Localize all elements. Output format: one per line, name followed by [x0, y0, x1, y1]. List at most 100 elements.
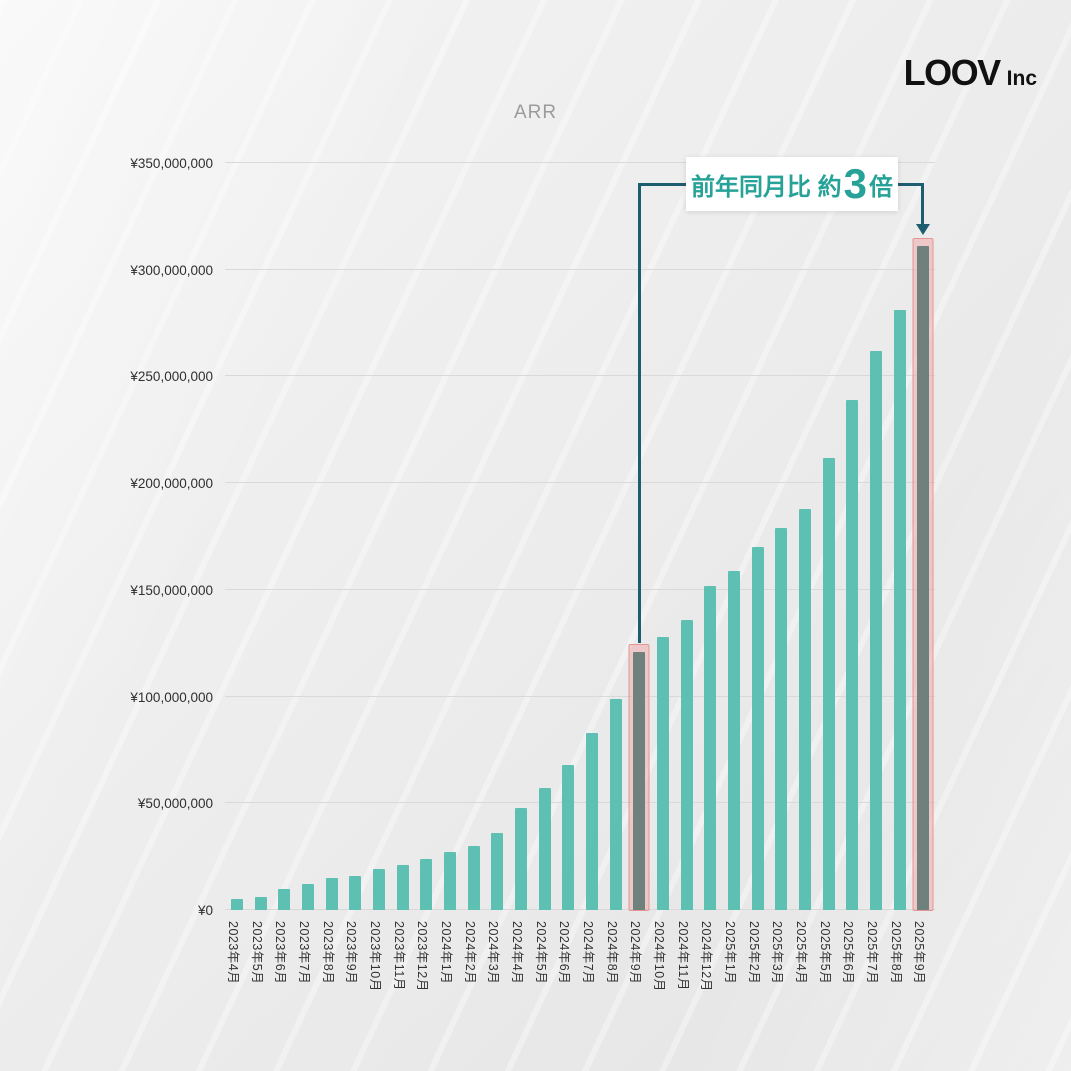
y-tick-label: ¥150,000,000 — [130, 582, 213, 598]
x-slot: 2025年4月 — [793, 911, 817, 1061]
y-tick-label: ¥300,000,000 — [130, 262, 213, 278]
gridline — [225, 909, 935, 910]
x-slot: 2023年7月 — [296, 911, 320, 1061]
x-tick-label: 2024年7月 — [580, 921, 595, 985]
x-tick-label: 2024年9月 — [628, 921, 643, 985]
x-tick-label: 2025年3月 — [770, 921, 785, 985]
x-tick-label: 2025年7月 — [864, 921, 879, 985]
bar — [585, 732, 598, 910]
bar — [775, 527, 788, 910]
callout-line-vertical-right — [921, 183, 924, 226]
x-tick-label: 2023年10月 — [367, 921, 382, 992]
bar — [727, 570, 740, 910]
down-arrow-icon — [916, 224, 930, 235]
logo-text: LOOV — [903, 52, 1002, 93]
x-tick-label: 2024年10月 — [651, 921, 666, 992]
x-tick-label: 2023年7月 — [296, 921, 311, 985]
x-slot: 2025年6月 — [840, 911, 864, 1061]
bar — [254, 897, 267, 910]
x-slot: 2024年6月 — [556, 911, 580, 1061]
x-slot: 2024年11月 — [675, 911, 699, 1061]
x-tick-label: 2024年5月 — [533, 921, 548, 985]
chart-title: ARR — [513, 102, 558, 123]
x-tick-label: 2025年5月 — [817, 921, 832, 985]
bar — [514, 807, 527, 910]
bar-slot — [911, 163, 935, 911]
x-slot: 2024年5月 — [533, 911, 557, 1061]
x-slot: 2023年4月 — [225, 911, 249, 1061]
y-tick-label: ¥100,000,000 — [130, 689, 213, 705]
bar-slot — [391, 163, 415, 910]
y-tick-label: ¥200,000,000 — [130, 476, 213, 492]
bar-slot — [556, 163, 580, 910]
callout-line-horizontal-left — [638, 183, 690, 186]
bar-slot — [793, 163, 817, 910]
bar — [396, 865, 409, 910]
x-slot: 2023年11月 — [391, 911, 415, 1061]
x-slot: 2023年12月 — [414, 911, 438, 1061]
bar — [798, 508, 811, 910]
x-slot: 2024年4月 — [509, 911, 533, 1061]
x-axis-labels: 2023年4月 2023年5月 2023年6月 2023年7月 2023年8月 2023年… — [225, 911, 935, 1061]
bar — [349, 875, 362, 910]
x-slot: 2023年10月 — [367, 911, 391, 1061]
annotation-suffix: 倍 — [869, 173, 894, 201]
x-slot: 2025年1月 — [722, 911, 746, 1061]
x-tick-label: 2023年5月 — [249, 921, 264, 985]
x-slot: 2023年5月 — [249, 911, 273, 1061]
x-tick-label: 2024年11月 — [675, 921, 690, 991]
x-tick-label: 2024年3月 — [486, 921, 501, 985]
bar — [372, 869, 385, 910]
x-slot: 2024年7月 — [580, 911, 604, 1061]
bar — [278, 888, 291, 910]
x-tick-label: 2025年2月 — [746, 921, 761, 985]
bar-slot — [438, 163, 462, 910]
x-slot: 2023年8月 — [320, 911, 344, 1061]
bar — [443, 852, 456, 910]
gridline — [225, 482, 935, 484]
y-axis-labels: ¥0 ¥50,000,000 ¥100,000,000 ¥150,000,000 ¥20… — [0, 156, 213, 918]
x-tick-label: 2024年8月 — [604, 921, 619, 985]
bar-slot — [746, 163, 770, 910]
bar-slot — [604, 163, 628, 910]
x-slot: 2025年2月 — [746, 911, 770, 1061]
bar-slot — [769, 163, 793, 910]
bar-series — [225, 163, 935, 911]
bar-slot — [462, 163, 486, 910]
bar-slot — [225, 163, 249, 910]
annotation-multiplier: 3 — [843, 160, 868, 208]
bar — [325, 878, 338, 910]
bar — [491, 833, 504, 910]
callout-line-vertical-left — [638, 183, 641, 643]
x-tick-label: 2023年11月 — [391, 921, 406, 991]
x-tick-label: 2025年1月 — [722, 921, 737, 985]
bar-slot — [627, 163, 651, 911]
x-slot: 2025年3月 — [769, 911, 793, 1061]
callout-line-horizontal-right — [896, 183, 923, 186]
bar-slot — [414, 163, 438, 910]
bar-slot — [509, 163, 533, 910]
bar — [869, 350, 882, 910]
annotation-prefix: 前年同月比 約 — [690, 173, 842, 201]
bar-slot — [485, 163, 509, 910]
gridline — [225, 802, 935, 804]
plot-area — [225, 162, 935, 911]
bar — [467, 845, 480, 910]
x-tick-label: 2024年1月 — [438, 921, 453, 985]
bar-slot — [296, 163, 320, 910]
bar-slot — [722, 163, 746, 910]
bar — [680, 619, 693, 910]
gridline — [225, 268, 935, 270]
bar — [656, 636, 669, 910]
y-tick-label: ¥350,000,000 — [130, 156, 213, 171]
x-slot: 2024年2月 — [462, 911, 486, 1061]
bar-slot — [367, 163, 391, 910]
bar-slot — [864, 163, 888, 910]
bar — [893, 310, 906, 910]
bar-slot — [840, 163, 864, 910]
bar-slot — [651, 163, 675, 910]
bar — [846, 399, 859, 910]
gridline — [225, 695, 935, 697]
bar — [633, 651, 646, 910]
